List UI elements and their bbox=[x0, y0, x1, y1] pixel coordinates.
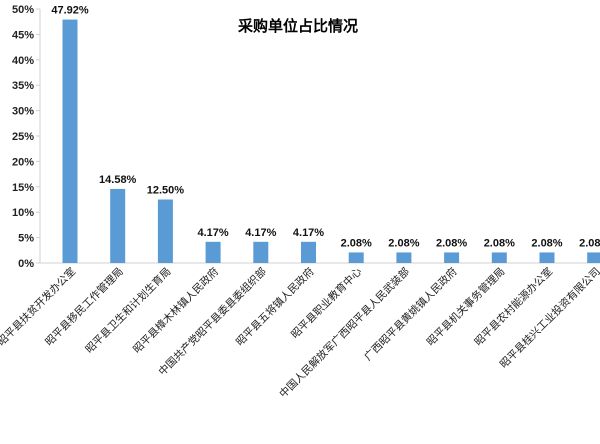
data-labels: 47.92% 14.58% 12.50% 4.17% 4.17% 4.17% 2.08% 2.… bbox=[51, 5, 600, 250]
bar bbox=[62, 19, 78, 263]
data-label: 12.50% bbox=[147, 185, 185, 197]
data-label: 47.92% bbox=[51, 5, 89, 17]
bar bbox=[348, 252, 364, 263]
bar bbox=[301, 241, 316, 263]
bar bbox=[587, 252, 600, 263]
y-tick-label: 30% bbox=[12, 106, 34, 118]
y-tick-label: 35% bbox=[12, 80, 34, 92]
y-tick-label: 50% bbox=[12, 4, 34, 16]
x-tick-label: 昭平县五将镇人民政府 bbox=[233, 265, 316, 348]
bar bbox=[110, 188, 126, 263]
bar bbox=[539, 252, 555, 263]
y-tick-label: 20% bbox=[12, 156, 34, 168]
bar bbox=[491, 252, 507, 263]
x-tick-labels: 昭平县扶贫开发办公室昭平县移民工作管理局昭平县卫生和计划生育局昭平县樟木林镇人民… bbox=[0, 265, 600, 401]
x-tick-label: 昭平县樟木林镇人民政府 bbox=[130, 265, 221, 356]
y-tick-label: 45% bbox=[12, 29, 34, 41]
x-tick-label: 昭平县机关事务管理局 bbox=[424, 265, 507, 348]
y-tick-label: 0% bbox=[18, 258, 34, 270]
y-tick-label: 25% bbox=[12, 131, 34, 143]
y-axis: 0% 5% 10% 15% 20% 25% 30% 35% 40% 45% 50% bbox=[12, 4, 41, 270]
bar bbox=[396, 252, 412, 263]
data-label: 14.58% bbox=[99, 174, 137, 186]
y-tick-label: 40% bbox=[12, 55, 34, 67]
bar bbox=[157, 199, 173, 263]
bar bbox=[444, 252, 460, 263]
x-tick-label: 昭平县扶贫开发办公室 bbox=[0, 265, 78, 348]
x-tick-label: 广西昭平县黄姚镇人民政府 bbox=[361, 265, 459, 363]
data-label: 2.08% bbox=[341, 237, 372, 249]
bar-series bbox=[62, 19, 600, 263]
y-tick-label: 10% bbox=[12, 207, 34, 219]
x-tick-label: 昭平县移民工作管理局 bbox=[42, 265, 125, 348]
bar bbox=[205, 241, 221, 263]
chart-title: 采购单位占比情况 bbox=[237, 17, 358, 35]
y-tick-label: 5% bbox=[18, 233, 34, 245]
bar bbox=[253, 241, 269, 263]
data-label: 4.17% bbox=[197, 227, 228, 239]
x-tick-label: 昭平县农村能源办公室 bbox=[472, 265, 555, 348]
y-tick-label: 15% bbox=[12, 182, 34, 194]
data-label: 4.17% bbox=[293, 227, 324, 239]
data-label: 2.08% bbox=[388, 237, 419, 249]
data-label: 2.08% bbox=[579, 237, 600, 249]
data-label: 4.17% bbox=[245, 227, 276, 239]
x-tick-label: 昭平县桂兴工业投资有限公司 bbox=[497, 265, 600, 371]
data-label: 2.08% bbox=[531, 237, 562, 249]
data-label: 2.08% bbox=[484, 237, 515, 249]
data-label: 2.08% bbox=[436, 237, 467, 249]
x-tick-label: 昭平县卫生和计划生育局 bbox=[83, 265, 174, 356]
